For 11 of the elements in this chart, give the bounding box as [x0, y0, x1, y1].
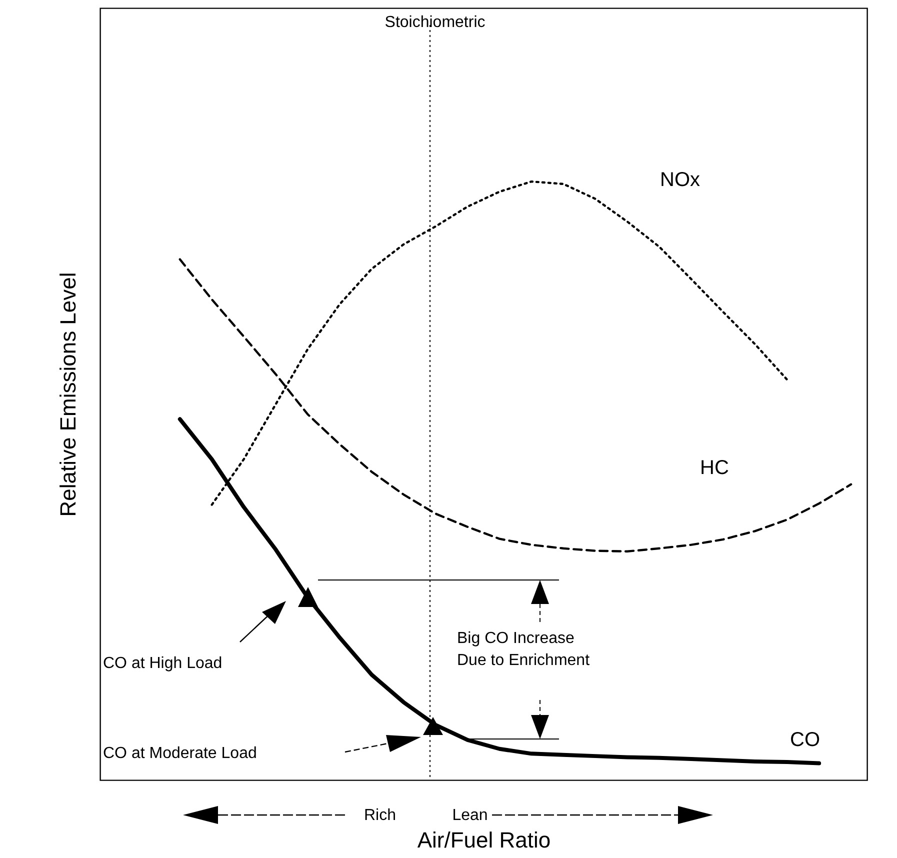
annotation: CO at High Load — [103, 655, 222, 672]
annotation: Big CO Increase Due to Enrichment — [457, 630, 590, 669]
text: NOx — [660, 169, 700, 191]
y-axis-title: Relative Emissions Level — [56, 272, 80, 517]
x-axis-title: Air/Fuel Ratio — [417, 828, 551, 852]
text: HC — [700, 457, 729, 479]
series-label: CO — [790, 729, 820, 751]
text: Rich — [364, 807, 396, 824]
text: Stoichiometric — [384, 14, 486, 31]
annotation: CO at Moderate Load — [103, 745, 257, 762]
text: Lean — [452, 807, 488, 824]
